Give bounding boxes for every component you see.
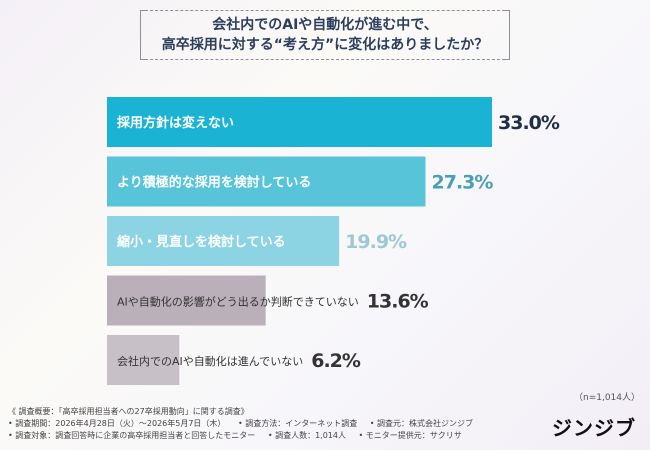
sample-size-note: （n=1,014人） xyxy=(573,393,640,403)
title-bracket-right xyxy=(504,10,510,60)
title-bracket-left xyxy=(140,10,146,60)
bar-4 xyxy=(107,335,180,385)
bar-label-1: より積極的な採用を検討している xyxy=(117,175,311,191)
bar-label-4: 会社内でのAIや自動化は進んでいない xyxy=(117,354,303,368)
bar-label-2: 縮小・見直しを検討している xyxy=(117,234,286,250)
value-label-2: 19.9% xyxy=(345,231,407,253)
bar-3 xyxy=(107,275,266,326)
title-line-2: 高卒採用に対する“考え方”に変化はありましたか？ xyxy=(161,37,489,53)
footer-line-1: 《 調査概要：「高卒採用担当者への27卒採用動向」に関する調査》 xyxy=(8,407,249,416)
value-label-0: 33.0% xyxy=(498,112,560,134)
footer-provider: • モニター提供元：サクリサ xyxy=(358,431,462,440)
chart-title: 会社内でのAIや自動化が進む中で、 高卒採用に対する“考え方”に変化はありました… xyxy=(140,10,510,60)
survey-footer: 《 調査概要：「高卒採用担当者への27卒採用動向」に関する調査》 • 調査期間：… xyxy=(8,406,483,442)
footer-period: • 調査期間：2026年4月28日（火）～2026年5月7日（木） xyxy=(8,419,226,428)
footer-target: • 調査対象：調査回答時に企業の高卒採用担当者と回答したモニター xyxy=(8,431,256,440)
value-label-3: 13.6% xyxy=(367,291,429,313)
bar-2 xyxy=(107,216,340,266)
footer-line-3: • 調査対象：調査回答時に企業の高卒採用担当者と回答したモニター • 調査人数：… xyxy=(8,430,483,442)
bar-1 xyxy=(107,156,426,207)
footer-source: • 調査元：株式会社ジンジブ xyxy=(369,419,474,428)
bar-label-0: 採用方針は変えない xyxy=(117,115,234,131)
value-label-4: 6.2% xyxy=(311,350,361,372)
value-label-1: 27.3% xyxy=(432,172,494,194)
bar-label-3: AIや自動化の影響がどう出るか判断できていない xyxy=(117,295,359,309)
title-line-1: 会社内でのAIや自動化が進む中で、 xyxy=(212,17,438,33)
company-logo: ジンジブ xyxy=(552,416,636,440)
footer-count: • 調査人数：1,014人 xyxy=(267,431,346,440)
footer-method: • 調査方法：インターネット調査 xyxy=(237,419,358,428)
footer-line-2: • 調査期間：2026年4月28日（火）～2026年5月7日（木） • 調査方法… xyxy=(8,418,483,430)
bar-0 xyxy=(107,97,492,147)
